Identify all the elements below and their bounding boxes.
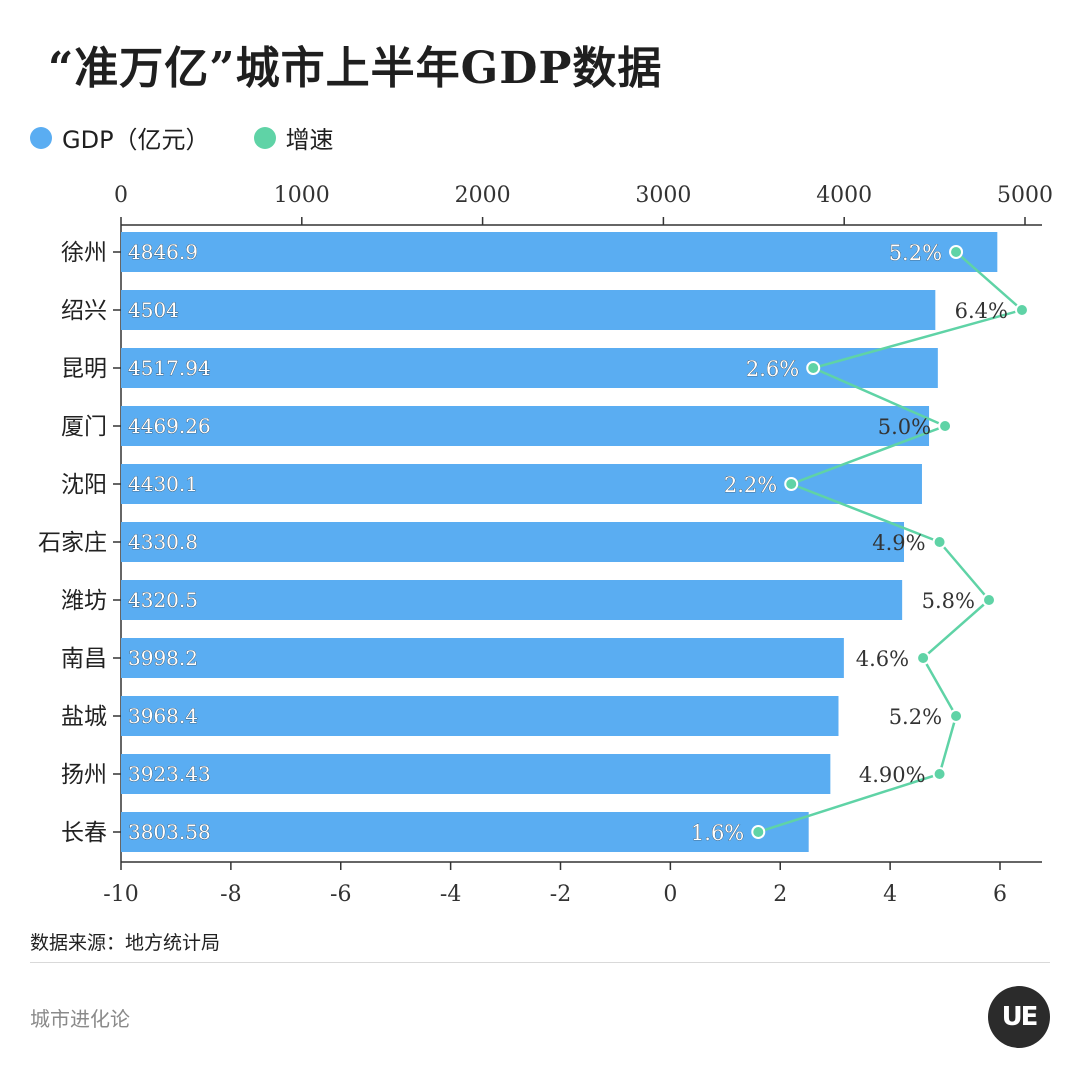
growth-point <box>982 593 997 607</box>
growth-point <box>938 419 953 433</box>
bottom-tick-label: -6 <box>330 882 351 907</box>
gdp-bar <box>121 638 844 678</box>
top-tick-label: 3000 <box>635 183 691 208</box>
bottom-tick-label: -2 <box>550 882 571 907</box>
growth-point <box>751 825 766 839</box>
bottom-tick-label: -10 <box>103 882 138 907</box>
brand-name: 城市进化论 <box>30 1007 130 1031</box>
category-label: 石家庄 <box>38 530 107 556</box>
legend-item-growth: 增速 <box>253 120 334 155</box>
category-label: 昆明 <box>61 356 107 382</box>
gdp-bar <box>121 580 903 620</box>
top-tick-label: 4000 <box>816 183 872 208</box>
bottom-tick-label: 2 <box>773 882 787 907</box>
gdp-bar <box>121 754 831 794</box>
gdp-value-label: 4320.5 <box>128 588 198 612</box>
gdp-value-label: 3998.2 <box>128 646 198 670</box>
legend-dot-gdp <box>30 126 52 149</box>
growth-value-label: 5.0% <box>878 415 931 439</box>
brand-logo: UE <box>988 986 1050 1048</box>
growth-value-label: 5.2% <box>889 705 942 729</box>
bottom-tick-label: 0 <box>663 882 677 907</box>
growth-point <box>784 477 799 491</box>
chart-title: “准万亿”城市上半年GDP数据 <box>48 43 663 94</box>
category-label: 潍坊 <box>61 588 107 614</box>
gdp-value-label: 3923.43 <box>128 762 211 786</box>
legend: GDP（亿元） 增速 <box>30 120 378 155</box>
gdp-bar <box>121 290 936 330</box>
gdp-value-label: 3968.4 <box>128 704 198 728</box>
bottom-tick-label: -8 <box>220 882 241 907</box>
gdp-bar <box>121 696 839 736</box>
gdp-bar <box>121 522 905 562</box>
gdp-value-label: 4504 <box>128 298 179 322</box>
gdp-bar <box>121 464 922 504</box>
legend-dot-growth <box>253 126 276 149</box>
gdp-value-label: 4430.1 <box>128 472 198 496</box>
growth-value-label: 1.6% <box>691 821 744 845</box>
top-tick-label: 5000 <box>997 183 1053 208</box>
growth-point <box>949 709 964 723</box>
growth-point <box>806 361 821 375</box>
growth-value-label: 2.2% <box>724 473 777 497</box>
growth-value-label: 5.2% <box>889 241 942 265</box>
growth-value-label: 4.9% <box>872 531 925 555</box>
legend-item-gdp: GDP（亿元） <box>30 120 210 155</box>
category-label: 沈阳 <box>61 472 107 498</box>
top-tick-label: 1000 <box>274 183 330 208</box>
growth-value-label: 4.90% <box>859 763 926 787</box>
growth-point <box>932 535 947 549</box>
gdp-value-label: 4330.8 <box>128 530 198 554</box>
category-label: 长春 <box>61 820 107 846</box>
gdp-bar <box>121 406 930 446</box>
growth-point <box>932 767 947 781</box>
growth-point <box>916 651 931 665</box>
category-label: 盐城 <box>61 704 107 730</box>
growth-value-label: 5.8% <box>922 589 975 613</box>
gdp-bar <box>121 812 809 852</box>
top-tick-label: 0 <box>114 183 128 208</box>
data-source: 数据来源：地方统计局 <box>30 932 221 954</box>
bottom-tick-label: -4 <box>440 882 461 907</box>
brand-logo-text: UE <box>1001 1002 1039 1032</box>
category-label: 南昌 <box>61 646 107 672</box>
category-label: 扬州 <box>61 762 107 788</box>
category-label: 厦门 <box>61 414 107 440</box>
bottom-tick-label: 4 <box>883 882 897 907</box>
divider <box>30 962 1050 963</box>
bottom-tick-label: 6 <box>993 882 1007 907</box>
growth-point <box>1014 303 1029 317</box>
gdp-value-label: 4846.9 <box>128 240 198 264</box>
category-label: 绍兴 <box>61 298 107 324</box>
gdp-value-label: 4469.26 <box>128 414 211 438</box>
growth-value-label: 4.6% <box>856 647 909 671</box>
growth-value-label: 6.4% <box>955 299 1008 323</box>
top-tick-label: 2000 <box>455 183 511 208</box>
growth-value-label: 2.6% <box>746 357 799 381</box>
gdp-value-label: 3803.58 <box>128 820 211 844</box>
gdp-value-label: 4517.94 <box>128 356 211 380</box>
legend-label-gdp: GDP（亿元） <box>62 126 210 154</box>
gdp-bar <box>121 232 998 272</box>
growth-point <box>949 245 964 259</box>
legend-label-growth: 增速 <box>285 126 334 154</box>
gdp-bar <box>121 348 938 388</box>
category-label: 徐州 <box>61 240 107 266</box>
